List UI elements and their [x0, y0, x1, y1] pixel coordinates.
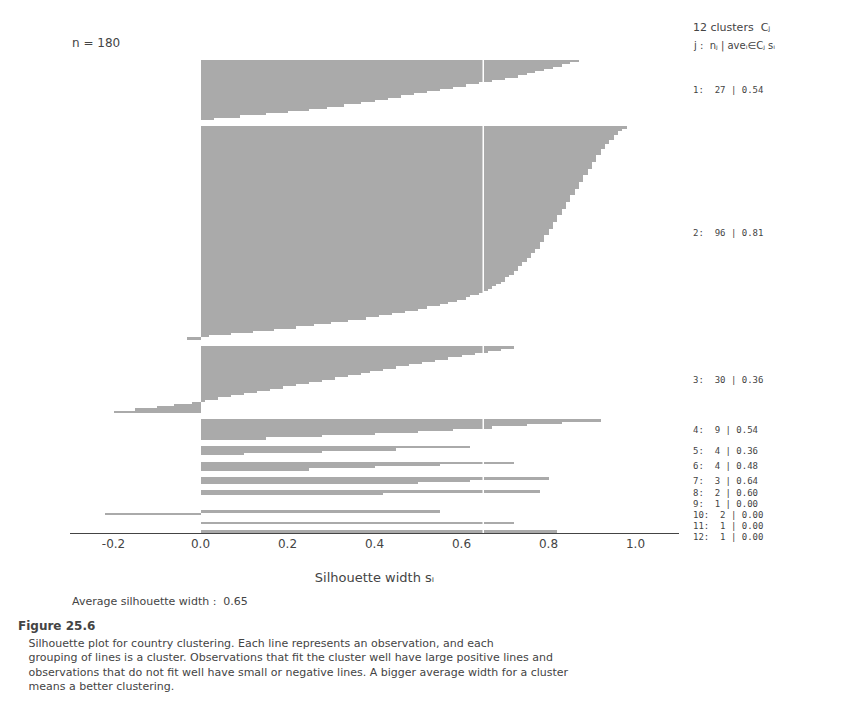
svg-text:3: 30 | 0.36: 3: 30 | 0.36 — [693, 375, 763, 385]
svg-text:6: 4 | 0.48: 6: 4 | 0.48 — [693, 461, 758, 471]
svg-text:11: 1 | 0.00: 11: 1 | 0.00 — [693, 521, 763, 531]
svg-text:j : nⱼ | aveᵢ∈Cⱼ sᵢ: j : nⱼ | aveᵢ∈Cⱼ sᵢ — [693, 40, 775, 52]
svg-text:0.4: 0.4 — [365, 537, 384, 551]
svg-text:0.8: 0.8 — [539, 537, 558, 551]
svg-text:0.0: 0.0 — [191, 537, 210, 551]
svg-text:12 clusters Cⱼ: 12 clusters Cⱼ — [693, 21, 770, 34]
svg-text:Average silhouette width : 0.: Average silhouette width : 0.65 — [72, 595, 248, 608]
svg-text:4: 9 | 0.54: 4: 9 | 0.54 — [693, 425, 758, 435]
svg-text:Silhouette plot for country cl: Silhouette plot for country clustering. … — [18, 637, 569, 693]
svg-text:Figure 25.6: Figure 25.6 — [18, 619, 95, 633]
svg-text:0.6: 0.6 — [452, 537, 471, 551]
svg-text:7: 3 | 0.64: 7: 3 | 0.64 — [693, 476, 758, 486]
svg-text:0.2: 0.2 — [278, 537, 297, 551]
svg-text:1.0: 1.0 — [626, 537, 645, 551]
svg-text:10: 2 | 0.00: 10: 2 | 0.00 — [693, 510, 763, 520]
svg-text:Silhouette width sᵢ: Silhouette width sᵢ — [315, 570, 434, 585]
svg-text:5: 4 | 0.36: 5: 4 | 0.36 — [693, 446, 758, 456]
svg-text:1: 27 | 0.54: 1: 27 | 0.54 — [693, 85, 763, 95]
svg-text:8: 2 | 0.60: 8: 2 | 0.60 — [693, 488, 758, 498]
svg-text:9: 1 | 0.00: 9: 1 | 0.00 — [693, 499, 758, 509]
svg-text:12: 1 | 0.00: 12: 1 | 0.00 — [693, 532, 763, 542]
svg-text:n = 180: n = 180 — [72, 36, 120, 50]
svg-text:2: 96 | 0.81: 2: 96 | 0.81 — [693, 228, 763, 238]
svg-text:-0.2: -0.2 — [102, 537, 125, 551]
